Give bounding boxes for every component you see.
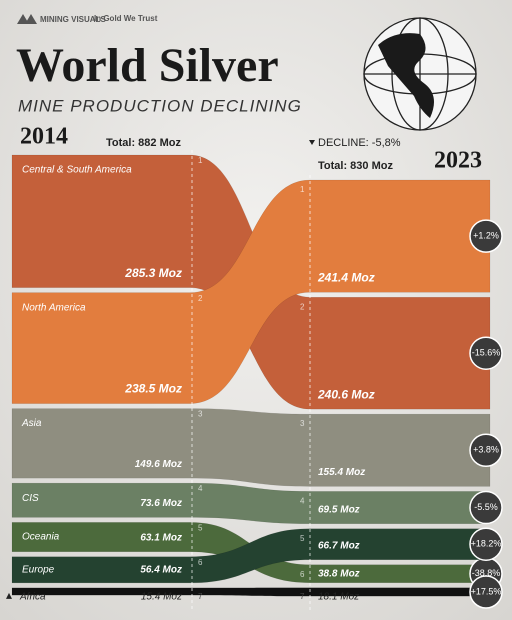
rank: 6 xyxy=(300,570,305,579)
change-label: +1.2% xyxy=(473,231,499,241)
series-name: Europe xyxy=(22,564,55,575)
africa-icon xyxy=(6,592,12,599)
change-badge xyxy=(469,490,503,525)
brand-logo xyxy=(17,14,37,24)
period-right: 2023 xyxy=(434,148,482,174)
value-label: 15.4 Moz xyxy=(141,592,182,603)
series-name: Asia xyxy=(21,418,42,429)
value-label: 155.4 Moz xyxy=(318,467,365,478)
partner: In Gold We Trust xyxy=(94,14,158,23)
value-label: 66.7 Moz xyxy=(318,540,360,551)
change-label: -15.6% xyxy=(472,348,501,358)
series-name: CIS xyxy=(22,493,39,504)
brand: MINING VISUALS xyxy=(40,15,106,24)
period-left: 2014 xyxy=(20,124,68,150)
value-label: 238.5 Moz xyxy=(124,382,182,396)
rank: 1 xyxy=(300,185,305,194)
change-badge xyxy=(469,336,503,370)
rank: 3 xyxy=(198,410,203,419)
total-right: Total: 830 Moz xyxy=(318,160,393,172)
rank: 2 xyxy=(198,294,203,303)
rank: 3 xyxy=(300,419,305,428)
series-name: Africa xyxy=(19,592,46,603)
change-badge xyxy=(469,575,503,609)
ribbon xyxy=(11,179,491,404)
value-label: 18.1 Moz xyxy=(318,592,359,603)
value-label: 285.3 Moz xyxy=(124,266,182,280)
change-badge xyxy=(469,433,503,468)
value-label: 63.1 Moz xyxy=(140,532,182,543)
series-name: Oceania xyxy=(22,532,60,543)
value-label: 241.4 Moz xyxy=(317,270,375,284)
rank: 2 xyxy=(300,302,305,311)
rank: 1 xyxy=(198,156,203,165)
plot: Central & South America 285.3 Moz 240.6 Mo… xyxy=(6,150,503,610)
value-label: 240.6 Moz xyxy=(317,387,375,401)
rank: 5 xyxy=(198,523,203,532)
chart-title: World Silver xyxy=(16,39,279,92)
rank: 7 xyxy=(198,592,203,601)
rank: 4 xyxy=(198,484,203,493)
globe xyxy=(363,17,477,131)
change-label: -38.8% xyxy=(472,568,501,578)
subtitle: MINE PRODUCTION DECLINING xyxy=(18,96,302,115)
change-label: +3.8% xyxy=(473,445,499,455)
change-label: +18.2% xyxy=(471,539,502,549)
series-name: Central & South America xyxy=(22,165,132,176)
decline-icon xyxy=(309,140,315,145)
change-badge xyxy=(469,527,503,561)
value-label: 56.4 Moz xyxy=(140,564,182,575)
value-label: 38.8 Moz xyxy=(318,568,360,579)
decline: DECLINE: -5,8% xyxy=(318,137,401,149)
series-name: North America xyxy=(22,302,86,313)
rank: 6 xyxy=(198,558,203,567)
change-label: -5.5% xyxy=(474,502,498,512)
value-label: 149.6 Moz xyxy=(135,459,182,470)
ribbon xyxy=(11,587,491,597)
change-badge xyxy=(469,219,503,253)
value-label: 73.6 Moz xyxy=(140,498,182,509)
total-left: Total: 882 Moz xyxy=(106,137,181,149)
rank: 5 xyxy=(300,534,305,543)
rank: 4 xyxy=(300,497,305,506)
rank: 7 xyxy=(300,592,305,601)
ribbon xyxy=(11,408,491,487)
change-label: +17.5% xyxy=(471,586,502,596)
value-label: 69.5 Moz xyxy=(318,504,360,515)
